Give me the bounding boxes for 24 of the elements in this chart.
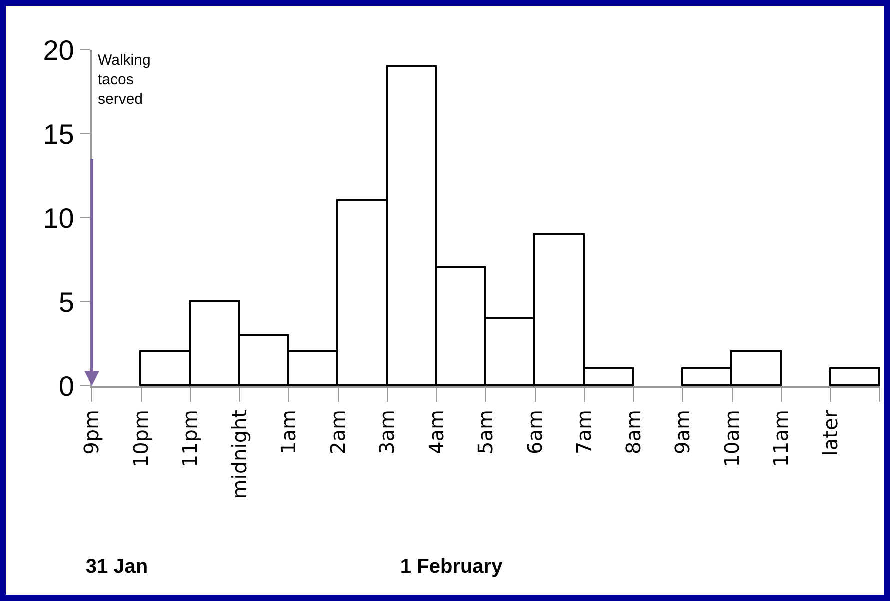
x-tick-label: later: [818, 409, 842, 456]
text: 1 February: [400, 556, 504, 578]
x-tick-label: 2am: [326, 410, 350, 454]
x-tick-label: 10pm: [128, 410, 153, 468]
x-tick-label: 1am: [276, 410, 300, 454]
y-tick-label: 20: [43, 34, 74, 66]
y-tick-label: 15: [43, 118, 74, 150]
text: 31 Jan: [86, 556, 148, 578]
x-tick-label: 3am: [375, 410, 399, 454]
x-tick-label: midnight: [227, 410, 252, 500]
x-tick-label: 9am: [670, 410, 694, 454]
x-tick-label: 11am: [769, 410, 793, 468]
x-tick-label: 6am: [522, 410, 547, 454]
x-tick-label: 4am: [424, 410, 448, 454]
x-tick-label: 5am: [474, 410, 498, 454]
annotation: Walking tacos served: [98, 52, 151, 108]
y-tick-label: 10: [43, 202, 74, 234]
x-tick-label: 8am: [621, 410, 646, 454]
x-tick-label: 7am: [572, 410, 596, 454]
x-tick-label: 10am: [720, 410, 744, 468]
y-tick-label: 0: [58, 370, 74, 402]
x-tick-label: 11pm: [178, 410, 202, 468]
y-tick-label: 5: [58, 286, 74, 318]
x-tick-label: 9pm: [80, 410, 104, 455]
